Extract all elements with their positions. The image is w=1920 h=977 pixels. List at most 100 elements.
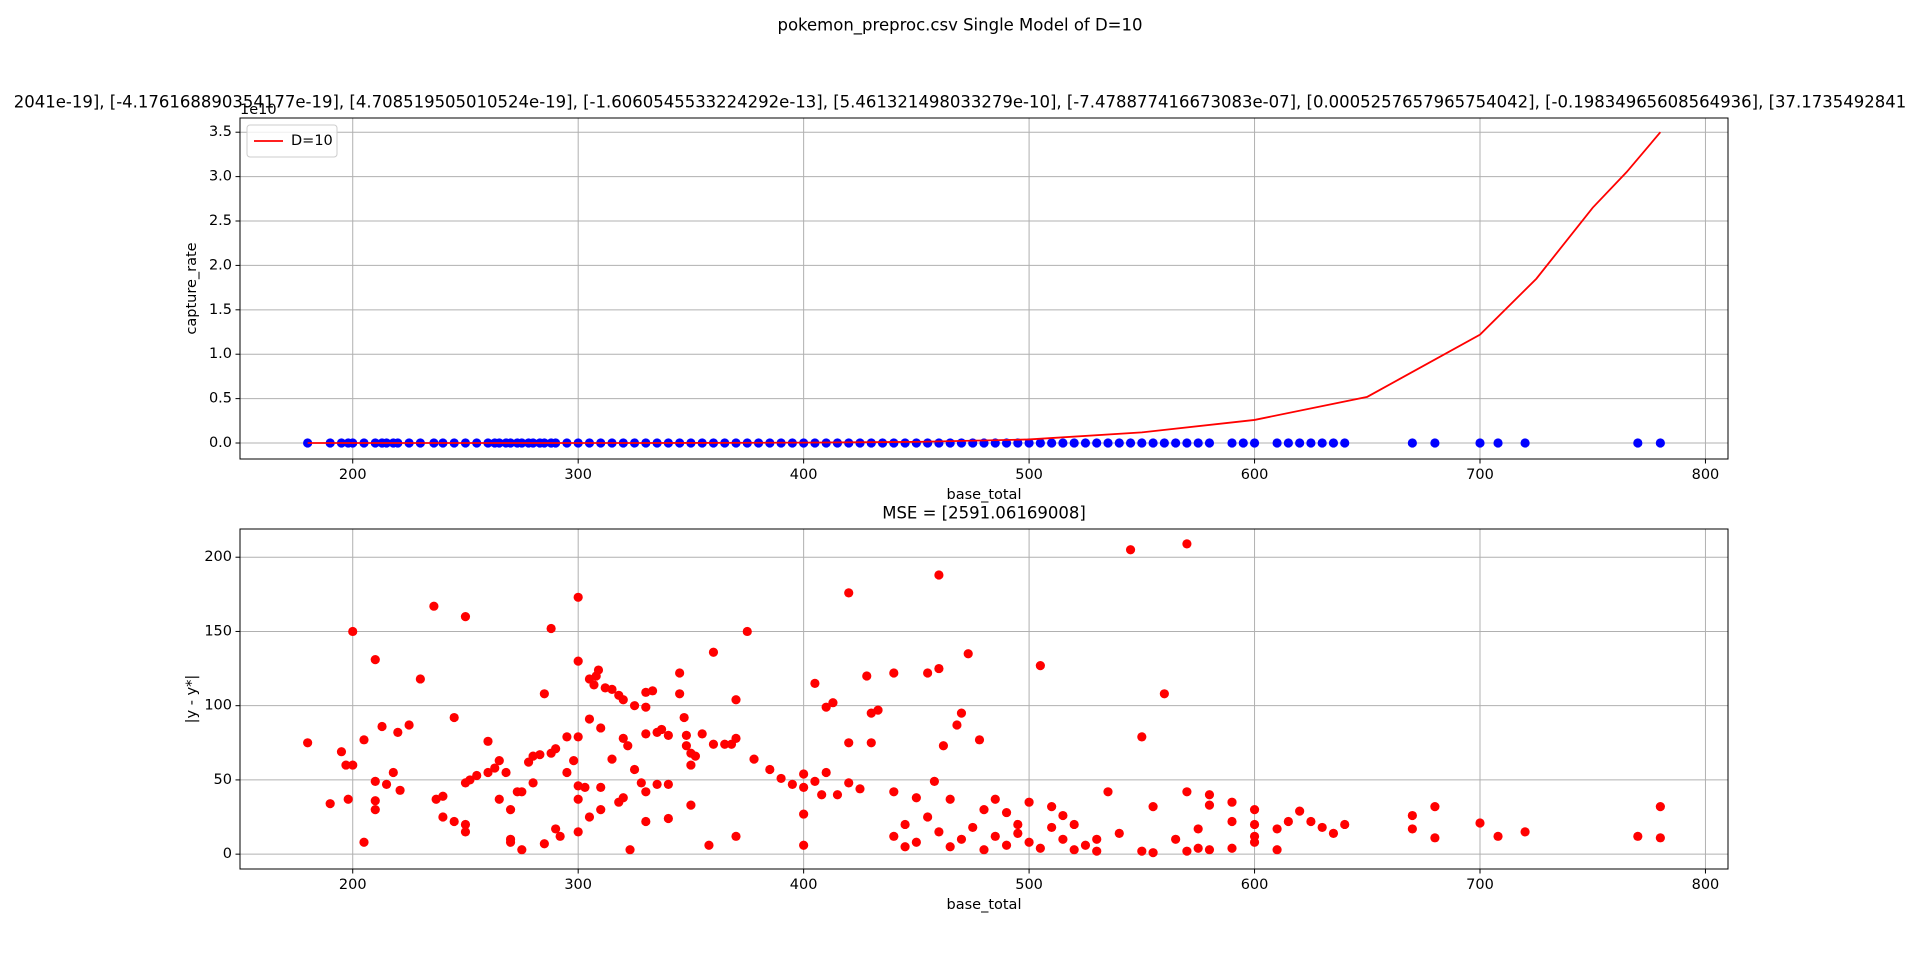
data-point <box>1069 845 1079 855</box>
data-point <box>325 799 335 809</box>
data-point <box>938 741 949 751</box>
data-point <box>388 767 398 778</box>
data-point <box>303 738 313 748</box>
data-point <box>370 776 380 787</box>
data-point <box>873 705 883 715</box>
data-point <box>681 741 692 751</box>
data-point <box>449 712 459 723</box>
data-point <box>1182 438 1192 448</box>
axes-title: 2041e-19], [-4.176168890354177e-19], [4.… <box>14 93 1907 112</box>
data-point <box>546 623 556 634</box>
data-point <box>1148 802 1158 812</box>
data-point <box>494 794 504 804</box>
data-point <box>1272 845 1282 855</box>
data-point <box>889 668 899 678</box>
data-point <box>1227 797 1237 807</box>
data-point <box>1655 802 1665 812</box>
x-tick-label: 400 <box>790 467 818 483</box>
y-offset: 1e10 <box>240 102 277 118</box>
data-point <box>844 778 854 788</box>
y-tick-label: 3.5 <box>209 124 232 140</box>
plot-area <box>303 539 1665 858</box>
data-point <box>1035 438 1045 448</box>
data-point <box>465 775 475 785</box>
data-point <box>593 665 604 675</box>
data-point <box>956 708 967 718</box>
data-point <box>1047 822 1057 833</box>
data-point <box>731 831 741 841</box>
data-point <box>370 805 380 815</box>
data-point <box>776 773 786 784</box>
data-point <box>438 791 448 801</box>
data-point <box>1430 438 1440 448</box>
data-point <box>652 779 662 789</box>
data-point <box>1058 438 1068 448</box>
data-point <box>697 729 707 739</box>
data-point <box>1340 819 1350 830</box>
data-point <box>359 837 369 847</box>
data-point <box>618 793 628 803</box>
data-point <box>629 701 640 711</box>
data-point <box>1024 438 1034 448</box>
data-point <box>343 794 353 804</box>
data-point <box>934 438 944 448</box>
x-tick-label: 500 <box>1015 467 1043 483</box>
y-tick-label: 2.0 <box>209 257 232 273</box>
data-point <box>1069 438 1079 448</box>
data-point <box>828 698 838 708</box>
data-point <box>1103 438 1113 448</box>
data-point <box>596 723 606 733</box>
data-point <box>663 813 673 824</box>
data-point <box>1238 438 1248 448</box>
data-point <box>1295 438 1305 448</box>
data-point <box>1148 438 1158 448</box>
data-point <box>934 570 944 580</box>
data-point <box>889 438 899 448</box>
data-point <box>618 695 628 705</box>
data-point <box>810 776 820 787</box>
data-point <box>1633 831 1643 841</box>
data-point <box>900 438 910 448</box>
data-point <box>1103 787 1113 797</box>
data-point <box>974 735 985 745</box>
legend-box <box>246 124 338 158</box>
data-point <box>686 800 696 810</box>
data-point <box>1204 438 1215 448</box>
y-tick-label: 150 <box>204 623 232 639</box>
data-point <box>607 754 617 764</box>
data-point <box>1058 810 1068 821</box>
x-tick-label: 700 <box>1466 467 1494 483</box>
data-point <box>438 812 448 822</box>
data-point <box>573 656 583 666</box>
data-point <box>1204 790 1215 800</box>
axes-frame <box>239 117 1729 460</box>
y-tick-label: 0.5 <box>209 391 232 407</box>
x-axis-label: base_total <box>947 897 1022 913</box>
data-point <box>749 754 759 764</box>
x-tick-label: 500 <box>1015 877 1043 893</box>
data-point <box>889 787 899 797</box>
data-point <box>584 812 595 822</box>
data-point <box>1092 834 1102 844</box>
data-point <box>580 782 590 792</box>
data-point <box>381 779 392 789</box>
y-tick-label: 3.0 <box>209 169 232 185</box>
data-point <box>449 816 459 827</box>
data-point <box>1137 438 1147 448</box>
data-point <box>1182 846 1192 856</box>
data-point <box>663 730 673 740</box>
data-point <box>1283 816 1293 827</box>
data-point <box>1137 732 1147 742</box>
data-point <box>979 805 989 815</box>
data-point <box>1407 438 1417 448</box>
data-point <box>341 760 351 770</box>
data-point <box>952 720 962 730</box>
x-tick-label: 300 <box>564 467 592 483</box>
x-tick-label: 600 <box>1241 467 1269 483</box>
data-point <box>641 702 651 712</box>
data-point <box>990 794 1000 804</box>
data-point <box>1249 805 1260 815</box>
data-point <box>968 822 978 833</box>
data-point <box>562 767 572 778</box>
